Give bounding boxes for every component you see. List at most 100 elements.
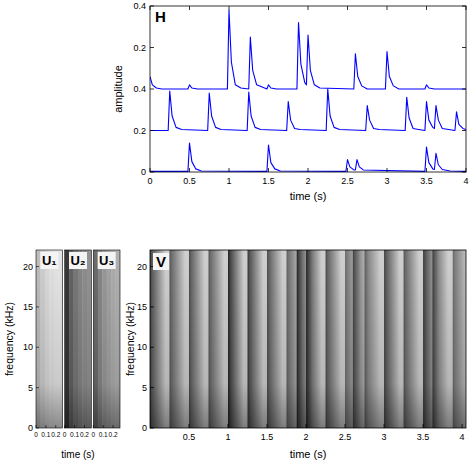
x-tick	[306, 424, 307, 428]
x-tick	[113, 425, 114, 428]
x-tick-label: 2	[305, 176, 310, 186]
low-frequency-shade	[150, 250, 466, 428]
y-tick	[150, 428, 154, 429]
x-tick	[150, 6, 151, 10]
frame	[65, 250, 92, 428]
activation-line	[150, 143, 466, 171]
label-patch	[98, 252, 116, 269]
x-tick-label: 0.1	[41, 431, 50, 438]
x-tick	[308, 6, 309, 10]
y-tick	[462, 47, 466, 48]
x-tick	[268, 168, 269, 172]
x-tick-label: 0.1	[99, 431, 108, 438]
spectrogram-cells	[93, 250, 120, 428]
x-tick-label: 0.1	[70, 431, 79, 438]
x-tick	[93, 425, 94, 428]
y-tick	[36, 306, 39, 307]
y-tick	[150, 6, 154, 7]
panel-letter: H	[155, 8, 166, 25]
y-tick	[36, 387, 39, 388]
y-tick	[150, 172, 154, 173]
spectrogram-background	[150, 250, 466, 428]
component-label: U₃	[99, 253, 114, 268]
y-tick	[150, 347, 154, 348]
x-tick	[103, 425, 104, 428]
y-tick	[150, 89, 154, 90]
spectrogram	[150, 250, 466, 428]
y-axis-title: amplitude	[112, 65, 124, 113]
y-tick	[150, 306, 154, 307]
frame	[150, 6, 466, 172]
x-tick-label: 1.5	[262, 176, 275, 186]
x-tick	[426, 6, 427, 10]
label-patch	[40, 252, 58, 269]
x-tick-label: 1	[226, 432, 231, 442]
x-tick	[229, 6, 230, 10]
x-tick	[384, 424, 385, 428]
x-tick-label: 2.5	[339, 432, 352, 442]
y-tick	[462, 130, 466, 131]
x-tick	[36, 425, 37, 428]
low-frequency-shade	[36, 250, 63, 428]
y-tick-label: 15	[23, 302, 33, 312]
y-tick-label: 10	[23, 342, 33, 352]
y-tick-label: 0.4	[133, 1, 146, 11]
x-tick	[268, 6, 269, 10]
x-tick-label: 3.5	[420, 176, 433, 186]
panel-v: 0.511.522.533.5405101520Vtime (s)frequen…	[124, 250, 468, 460]
activation-line	[150, 89, 466, 131]
x-tick	[347, 168, 348, 172]
x-tick-label: 1.5	[261, 432, 274, 442]
y-tick	[462, 89, 466, 90]
y-tick-label: 20	[137, 262, 147, 272]
x-tick	[84, 425, 85, 428]
x-tick	[347, 6, 348, 10]
y-tick	[150, 130, 154, 131]
x-tick	[74, 425, 75, 428]
x-tick	[150, 168, 151, 172]
y-tick-label: 0.4	[133, 84, 146, 94]
y-tick-label: 0	[141, 167, 146, 177]
x-tick	[189, 424, 190, 428]
y-tick	[462, 6, 466, 7]
y-tick-label: 10	[137, 342, 147, 352]
x-tick	[229, 168, 230, 172]
y-tick	[36, 266, 39, 267]
x-axis-title: time (s)	[61, 449, 94, 460]
x-tick	[228, 424, 229, 428]
label-patch	[69, 252, 87, 269]
spectrogram-cells	[36, 250, 63, 428]
x-tick-label: 3	[382, 432, 387, 442]
x-tick-label: 4	[463, 176, 468, 186]
component-label: U₁	[42, 253, 57, 268]
x-tick	[55, 425, 56, 428]
x-tick-label: 0	[63, 431, 67, 438]
activation-line	[150, 10, 466, 89]
y-tick-label: 15	[137, 302, 147, 312]
panel-letter: V	[156, 253, 166, 270]
x-tick	[45, 425, 46, 428]
x-tick-label: 0.5	[183, 176, 196, 186]
x-tick-label: 3	[384, 176, 389, 186]
y-tick	[36, 428, 39, 429]
panel-u: U₁00.10.2U₂00.10.2U₃00.10.205101520time …	[3, 250, 120, 460]
plot-area	[150, 6, 466, 172]
x-tick-label: 0.2	[51, 431, 60, 438]
x-tick-label: 3.5	[417, 432, 430, 442]
lines	[150, 10, 466, 171]
y-tick	[150, 387, 154, 388]
x-tick	[308, 168, 309, 172]
x-tick-label: 4	[460, 432, 465, 442]
y-tick-label: 0	[142, 423, 147, 433]
x-tick-label: 1	[226, 176, 231, 186]
x-tick-label: 0.5	[183, 432, 196, 442]
x-tick	[387, 168, 388, 172]
component-label: U₂	[70, 253, 85, 268]
x-tick	[64, 425, 65, 428]
y-tick-label: 5	[28, 383, 33, 393]
x-tick-label: 2	[304, 432, 309, 442]
x-tick	[426, 168, 427, 172]
y-axis-title: frequency (kHz)	[3, 302, 15, 376]
low-frequency-shade	[65, 250, 92, 428]
x-axis-title: time (s)	[290, 448, 327, 460]
